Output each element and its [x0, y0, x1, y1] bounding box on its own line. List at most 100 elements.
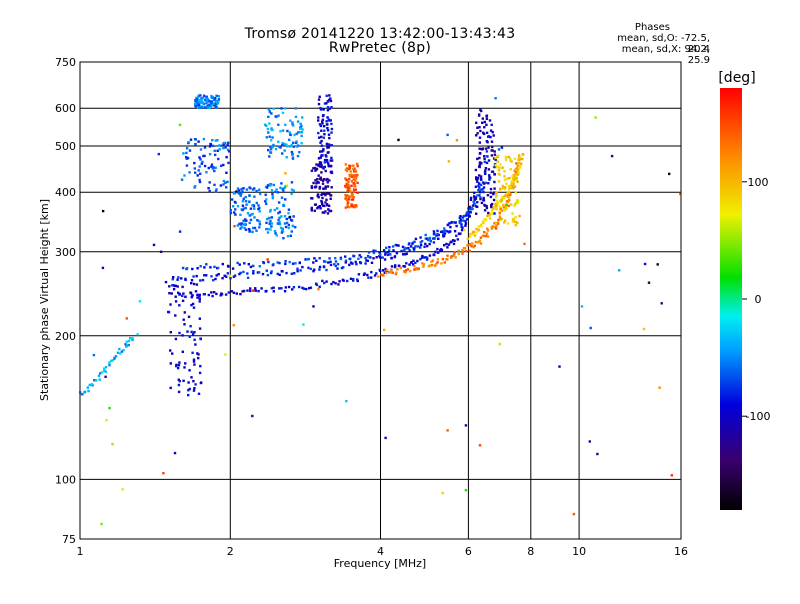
echo-point	[352, 278, 355, 281]
echo-point	[490, 227, 494, 230]
echo-point	[289, 145, 292, 148]
echo-point	[287, 208, 291, 211]
echo-point	[182, 292, 185, 295]
echo-point	[191, 302, 195, 306]
echo-point	[240, 208, 243, 211]
echo-point	[313, 257, 316, 260]
echo-point	[204, 96, 208, 99]
echo-point	[258, 210, 261, 213]
echo-point	[268, 222, 271, 226]
echo-point	[178, 361, 181, 364]
echo-point	[516, 221, 519, 225]
echo-point	[432, 230, 436, 233]
echo-point	[498, 166, 501, 169]
echo-point	[108, 406, 111, 410]
echo-point	[252, 272, 255, 275]
echo-point	[199, 279, 202, 282]
echo-point	[503, 206, 506, 209]
echo-point	[478, 174, 481, 177]
echo-point	[193, 331, 196, 334]
echo-point	[211, 294, 214, 298]
echo-point	[488, 174, 491, 177]
echo-point	[246, 276, 250, 279]
echo-point	[345, 178, 348, 182]
echo-point	[428, 264, 432, 267]
echo-point	[484, 219, 487, 222]
echo-point	[517, 156, 521, 159]
echo-point	[101, 371, 104, 374]
echo-point	[227, 161, 230, 165]
echo-point	[193, 363, 196, 366]
echo-point	[246, 212, 250, 215]
echo-point	[487, 134, 491, 138]
echo-point	[495, 204, 498, 207]
echo-point	[198, 371, 202, 375]
echo-point	[197, 353, 200, 356]
echo-point	[277, 219, 280, 222]
echo-point	[379, 253, 382, 256]
echo-point	[284, 172, 287, 175]
echo-point	[332, 280, 335, 284]
echo-point	[238, 192, 241, 195]
echo-point	[514, 172, 517, 176]
echo-point	[618, 269, 621, 272]
echo-point	[194, 142, 197, 146]
echo-point	[278, 261, 281, 265]
echo-point	[274, 115, 277, 118]
echo-point	[321, 204, 325, 207]
echo-point	[425, 237, 429, 240]
echo-point	[278, 287, 281, 290]
echo-point	[450, 256, 453, 259]
echo-point	[389, 268, 393, 272]
echo-point	[324, 187, 327, 190]
echo-point	[131, 338, 134, 342]
echo-point	[118, 347, 121, 351]
echo-point	[384, 251, 387, 255]
echo-point	[242, 270, 245, 274]
echo-point	[479, 161, 482, 164]
echo-point	[419, 258, 422, 261]
echo-point	[507, 204, 510, 208]
echo-point	[506, 191, 509, 195]
echo-point	[346, 201, 350, 204]
echo-point	[496, 204, 499, 207]
echo-point	[292, 286, 296, 289]
echo-point	[320, 201, 324, 204]
echo-point	[464, 224, 467, 227]
echo-point	[248, 230, 251, 233]
echo-point	[217, 157, 220, 161]
echo-point	[294, 115, 298, 119]
echo-point	[469, 196, 473, 200]
echo-point	[437, 237, 440, 240]
echo-point	[658, 386, 661, 389]
echo-point	[422, 263, 426, 266]
echo-point	[217, 95, 220, 98]
echo-point	[367, 255, 370, 259]
echo-point	[382, 249, 386, 252]
echo-point	[129, 337, 132, 340]
echo-point	[390, 265, 394, 268]
echo-point	[270, 112, 273, 115]
echo-point	[213, 98, 216, 101]
echo-point	[284, 225, 288, 229]
echo-point	[517, 168, 520, 171]
echo-point	[426, 257, 429, 260]
x-tick-label: 2	[227, 545, 234, 558]
echo-point	[486, 141, 489, 144]
echo-point	[241, 204, 245, 207]
echo-point	[350, 205, 353, 208]
echo-point	[257, 207, 260, 211]
echo-point	[167, 310, 170, 314]
echo-point	[509, 159, 512, 162]
echo-point	[283, 142, 286, 146]
echo-point	[449, 225, 452, 229]
echo-point	[309, 286, 313, 289]
echo-point	[261, 272, 265, 276]
echo-point	[290, 219, 294, 222]
echo-point	[292, 145, 295, 148]
echo-point	[457, 252, 460, 256]
echo-point	[477, 184, 480, 187]
echo-point	[462, 246, 465, 250]
echo-point	[290, 181, 294, 184]
echo-point	[354, 260, 357, 264]
